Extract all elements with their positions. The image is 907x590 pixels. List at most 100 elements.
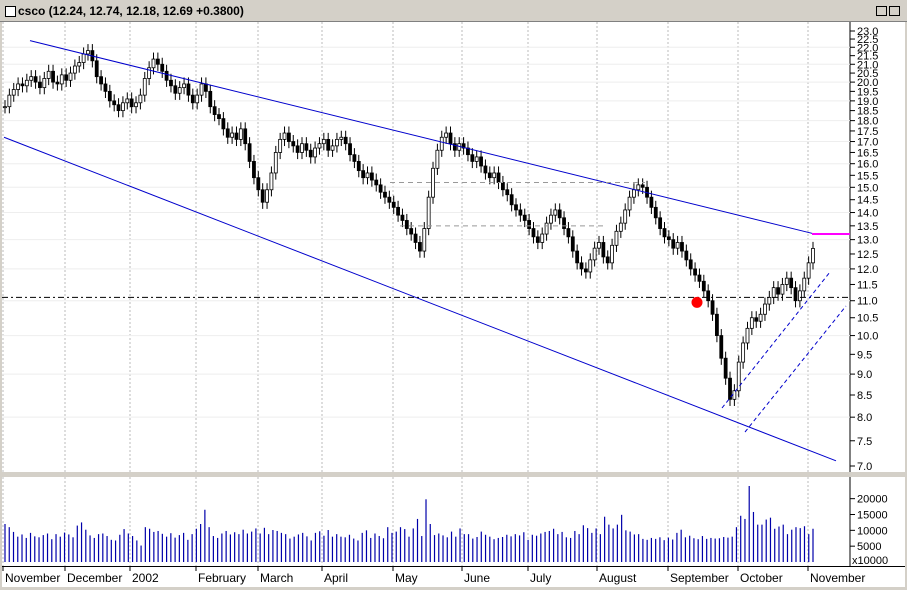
price-tick-label: 13.5 bbox=[857, 221, 878, 233]
candle-body bbox=[728, 377, 732, 400]
candle-body bbox=[610, 244, 614, 264]
candle-body bbox=[38, 81, 42, 89]
price-tick-label: 11.5 bbox=[857, 279, 878, 291]
candle-body bbox=[570, 236, 575, 252]
candle-body bbox=[448, 132, 453, 145]
candle-body bbox=[811, 248, 815, 264]
candle-body bbox=[155, 58, 160, 65]
volume-tick-label: 20000 bbox=[857, 494, 888, 506]
candle-body bbox=[199, 83, 204, 96]
candle-body bbox=[204, 83, 208, 92]
candle-body bbox=[501, 182, 505, 191]
candle-body bbox=[16, 83, 21, 90]
price-axis-ticks: 23.022.522.021.521.020.520.019.519.018.5… bbox=[850, 26, 878, 473]
candle-body bbox=[470, 154, 475, 162]
candle-body bbox=[531, 228, 536, 238]
candle-body bbox=[409, 228, 414, 235]
price-tick-label: 18.0 bbox=[857, 116, 878, 128]
candle-body bbox=[479, 156, 483, 167]
candle-body bbox=[662, 228, 667, 238]
candle-body bbox=[269, 172, 274, 191]
candle-body bbox=[562, 217, 566, 229]
candle-body bbox=[601, 242, 606, 258]
month-label: June bbox=[464, 571, 490, 585]
candle-body bbox=[701, 280, 706, 292]
candle-body bbox=[658, 217, 663, 229]
candle-body bbox=[256, 177, 261, 191]
price-tick-label: 19.0 bbox=[857, 96, 878, 108]
candle-body bbox=[374, 179, 379, 186]
price-tick-label: 20.5 bbox=[857, 68, 878, 80]
candle-body bbox=[579, 262, 584, 270]
candle-body bbox=[653, 206, 658, 219]
candle-body bbox=[59, 74, 64, 85]
month-label: May bbox=[395, 571, 418, 585]
candle-body bbox=[487, 172, 492, 179]
candle-body bbox=[20, 83, 25, 87]
price-tick-label: 11.0 bbox=[857, 296, 878, 308]
candle-body bbox=[116, 104, 121, 112]
candle-body bbox=[361, 170, 366, 179]
candle-body bbox=[3, 106, 7, 109]
candle-body bbox=[42, 78, 47, 89]
candle-body bbox=[230, 132, 235, 138]
candle-body bbox=[597, 242, 601, 249]
candle-body bbox=[243, 128, 248, 145]
candle-body bbox=[160, 63, 165, 72]
candle-body bbox=[452, 143, 457, 151]
candle-body bbox=[780, 284, 785, 295]
candle-body bbox=[514, 204, 518, 211]
candle-body bbox=[81, 53, 86, 63]
candle-body bbox=[142, 78, 147, 96]
candle-body bbox=[632, 189, 636, 198]
candle-body bbox=[343, 136, 348, 145]
candle-body bbox=[592, 247, 597, 261]
close-button[interactable] bbox=[889, 6, 900, 16]
candle-body bbox=[86, 50, 90, 55]
volume-axis-area bbox=[850, 477, 905, 566]
candle-body bbox=[321, 138, 326, 145]
candle-body bbox=[806, 262, 811, 279]
candle-body bbox=[151, 58, 156, 69]
candle-body bbox=[308, 149, 313, 158]
candle-body bbox=[400, 214, 405, 221]
candle-body bbox=[265, 189, 269, 203]
candle-body bbox=[291, 141, 296, 147]
candle-body bbox=[418, 242, 422, 252]
price-tick-label: 14.0 bbox=[857, 208, 878, 220]
candle-body bbox=[797, 290, 802, 302]
price-tick-label: 17.0 bbox=[857, 137, 878, 149]
candle-body bbox=[186, 83, 191, 96]
candle-body bbox=[295, 145, 300, 153]
candle-body bbox=[583, 268, 588, 273]
volume-tick-label: 5000 bbox=[857, 541, 881, 553]
candle-body bbox=[549, 214, 553, 224]
price-tick-label: 15.5 bbox=[857, 170, 878, 182]
volume-unit-label: x10000 bbox=[852, 555, 888, 567]
candle-body bbox=[522, 214, 527, 221]
month-label: March bbox=[260, 571, 293, 585]
trendline-overlays bbox=[2, 40, 850, 462]
candle-body bbox=[540, 233, 545, 243]
price-tick-label: 20.0 bbox=[857, 77, 878, 89]
candle-body bbox=[675, 242, 680, 249]
candle-body bbox=[754, 317, 759, 322]
candle-body bbox=[640, 184, 645, 188]
candle-body bbox=[260, 189, 265, 203]
candle-body bbox=[286, 132, 291, 142]
candle-body bbox=[208, 90, 213, 108]
candle-body bbox=[680, 242, 684, 252]
price-tick-label: 10.5 bbox=[857, 313, 878, 325]
price-tick-label: 22.5 bbox=[857, 34, 878, 46]
candle-body bbox=[741, 342, 746, 363]
candle-body bbox=[335, 138, 339, 147]
restore-button[interactable] bbox=[876, 6, 887, 16]
candle-body bbox=[330, 145, 335, 151]
candle-body bbox=[300, 143, 304, 153]
month-label: October bbox=[740, 571, 783, 585]
window-system-icon[interactable] bbox=[5, 6, 16, 17]
candle-body bbox=[77, 62, 82, 67]
candle-body bbox=[784, 277, 789, 285]
candle-body bbox=[802, 277, 807, 292]
